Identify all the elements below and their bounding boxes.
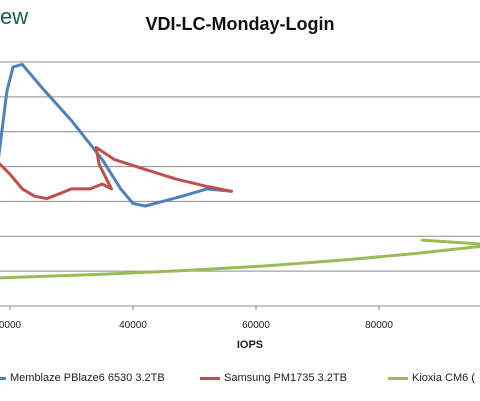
legend-label-memblaze: Memblaze PBlaze6 6530 3.2TB: [10, 372, 165, 384]
series-line-2: [0, 238, 480, 280]
brand-logo-text: ew: [0, 4, 29, 29]
chart-title: VDI-LC-Monday-Login: [145, 14, 335, 34]
x-tick-label: 0000: [0, 320, 22, 331]
legend-swatch-memblaze: [0, 376, 6, 380]
legend-item-kioxia: Kioxia CM6 (: [388, 372, 475, 384]
series-lines: [0, 62, 480, 280]
legend-label-samsung: Samsung PM1735 3.2TB: [224, 372, 347, 384]
legend-swatch-samsung: [200, 376, 220, 380]
legend-label-kioxia: Kioxia CM6 (: [412, 372, 475, 384]
x-axis-label: IOPS: [236, 339, 264, 351]
x-tick-label: 60000: [242, 320, 270, 331]
legend-swatch-kioxia: [388, 376, 408, 380]
legend-item-samsung: Samsung PM1735 3.2TB: [200, 372, 347, 384]
series-line-0: [0, 62, 233, 208]
legend-item-memblaze: Memblaze PBlaze6 6530 3.2TB: [0, 372, 165, 384]
gridlines: [0, 61, 480, 272]
series-line-1: [0, 145, 233, 201]
x-tick-labels: 0000 40000 60000 80000: [0, 306, 393, 331]
x-tick-label: 40000: [119, 320, 147, 331]
x-tick-label: 80000: [365, 320, 393, 331]
